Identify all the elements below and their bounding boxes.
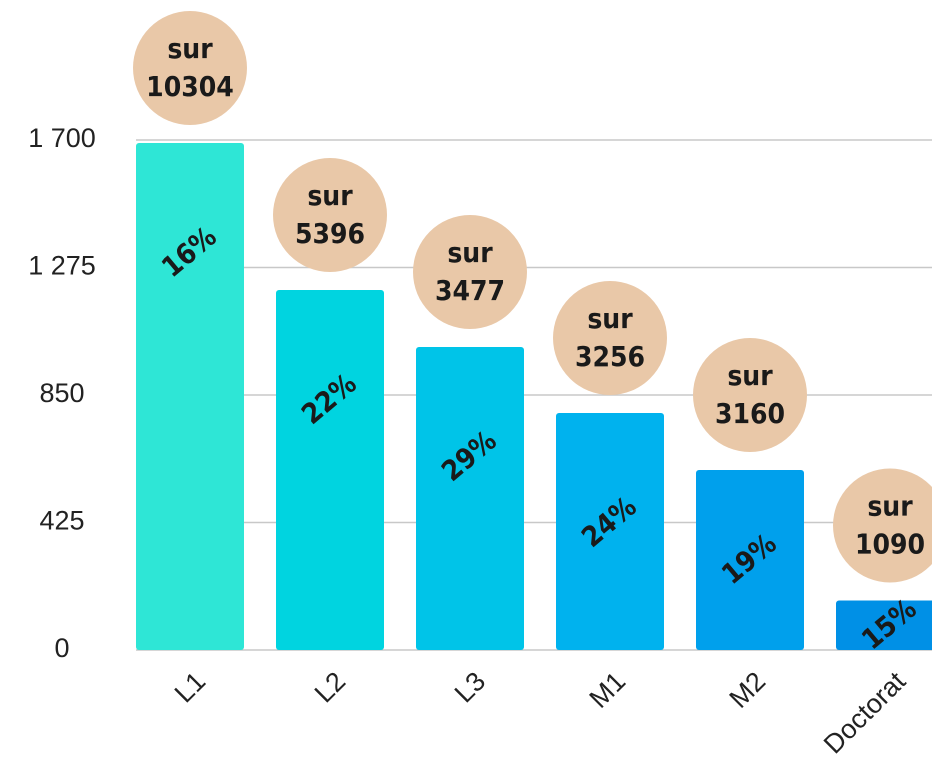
badge-total: 3160 — [715, 397, 785, 430]
y-tick-label: 850 — [39, 378, 84, 408]
x-tick-label: L2 — [309, 666, 351, 708]
badge-prefix: sur — [307, 179, 353, 212]
badge — [133, 11, 247, 125]
x-tick-label: L3 — [449, 666, 491, 708]
badge — [273, 158, 387, 272]
bar — [556, 413, 664, 650]
bar — [276, 290, 384, 650]
badge-prefix: sur — [447, 236, 493, 269]
x-tick-label: M1 — [584, 666, 632, 714]
y-tick-label: 1 275 — [28, 251, 96, 281]
x-tick-label: M2 — [724, 666, 772, 714]
badge-total: 5396 — [295, 217, 365, 250]
badge — [693, 338, 807, 452]
bar — [696, 470, 804, 650]
badge-prefix: sur — [167, 32, 213, 65]
badge-prefix: sur — [587, 302, 633, 335]
badge-total: 1090 — [855, 528, 925, 561]
badge-prefix: sur — [727, 359, 773, 392]
badge-total: 3477 — [435, 274, 505, 307]
y-tick-label: 0 — [54, 633, 69, 663]
bar — [416, 347, 524, 650]
y-tick-label: 1 700 — [28, 123, 96, 153]
bar — [136, 143, 244, 650]
bar — [836, 600, 932, 650]
badge-prefix: sur — [867, 490, 913, 523]
badge-total: 3256 — [575, 340, 645, 373]
badge — [413, 215, 527, 329]
badge — [833, 468, 932, 583]
x-tick-label: Doctorat — [818, 666, 912, 760]
x-tick-label: L1 — [169, 666, 211, 708]
badge — [553, 281, 667, 395]
badge-total: 10304 — [146, 70, 234, 103]
y-tick-label: 425 — [39, 506, 84, 536]
